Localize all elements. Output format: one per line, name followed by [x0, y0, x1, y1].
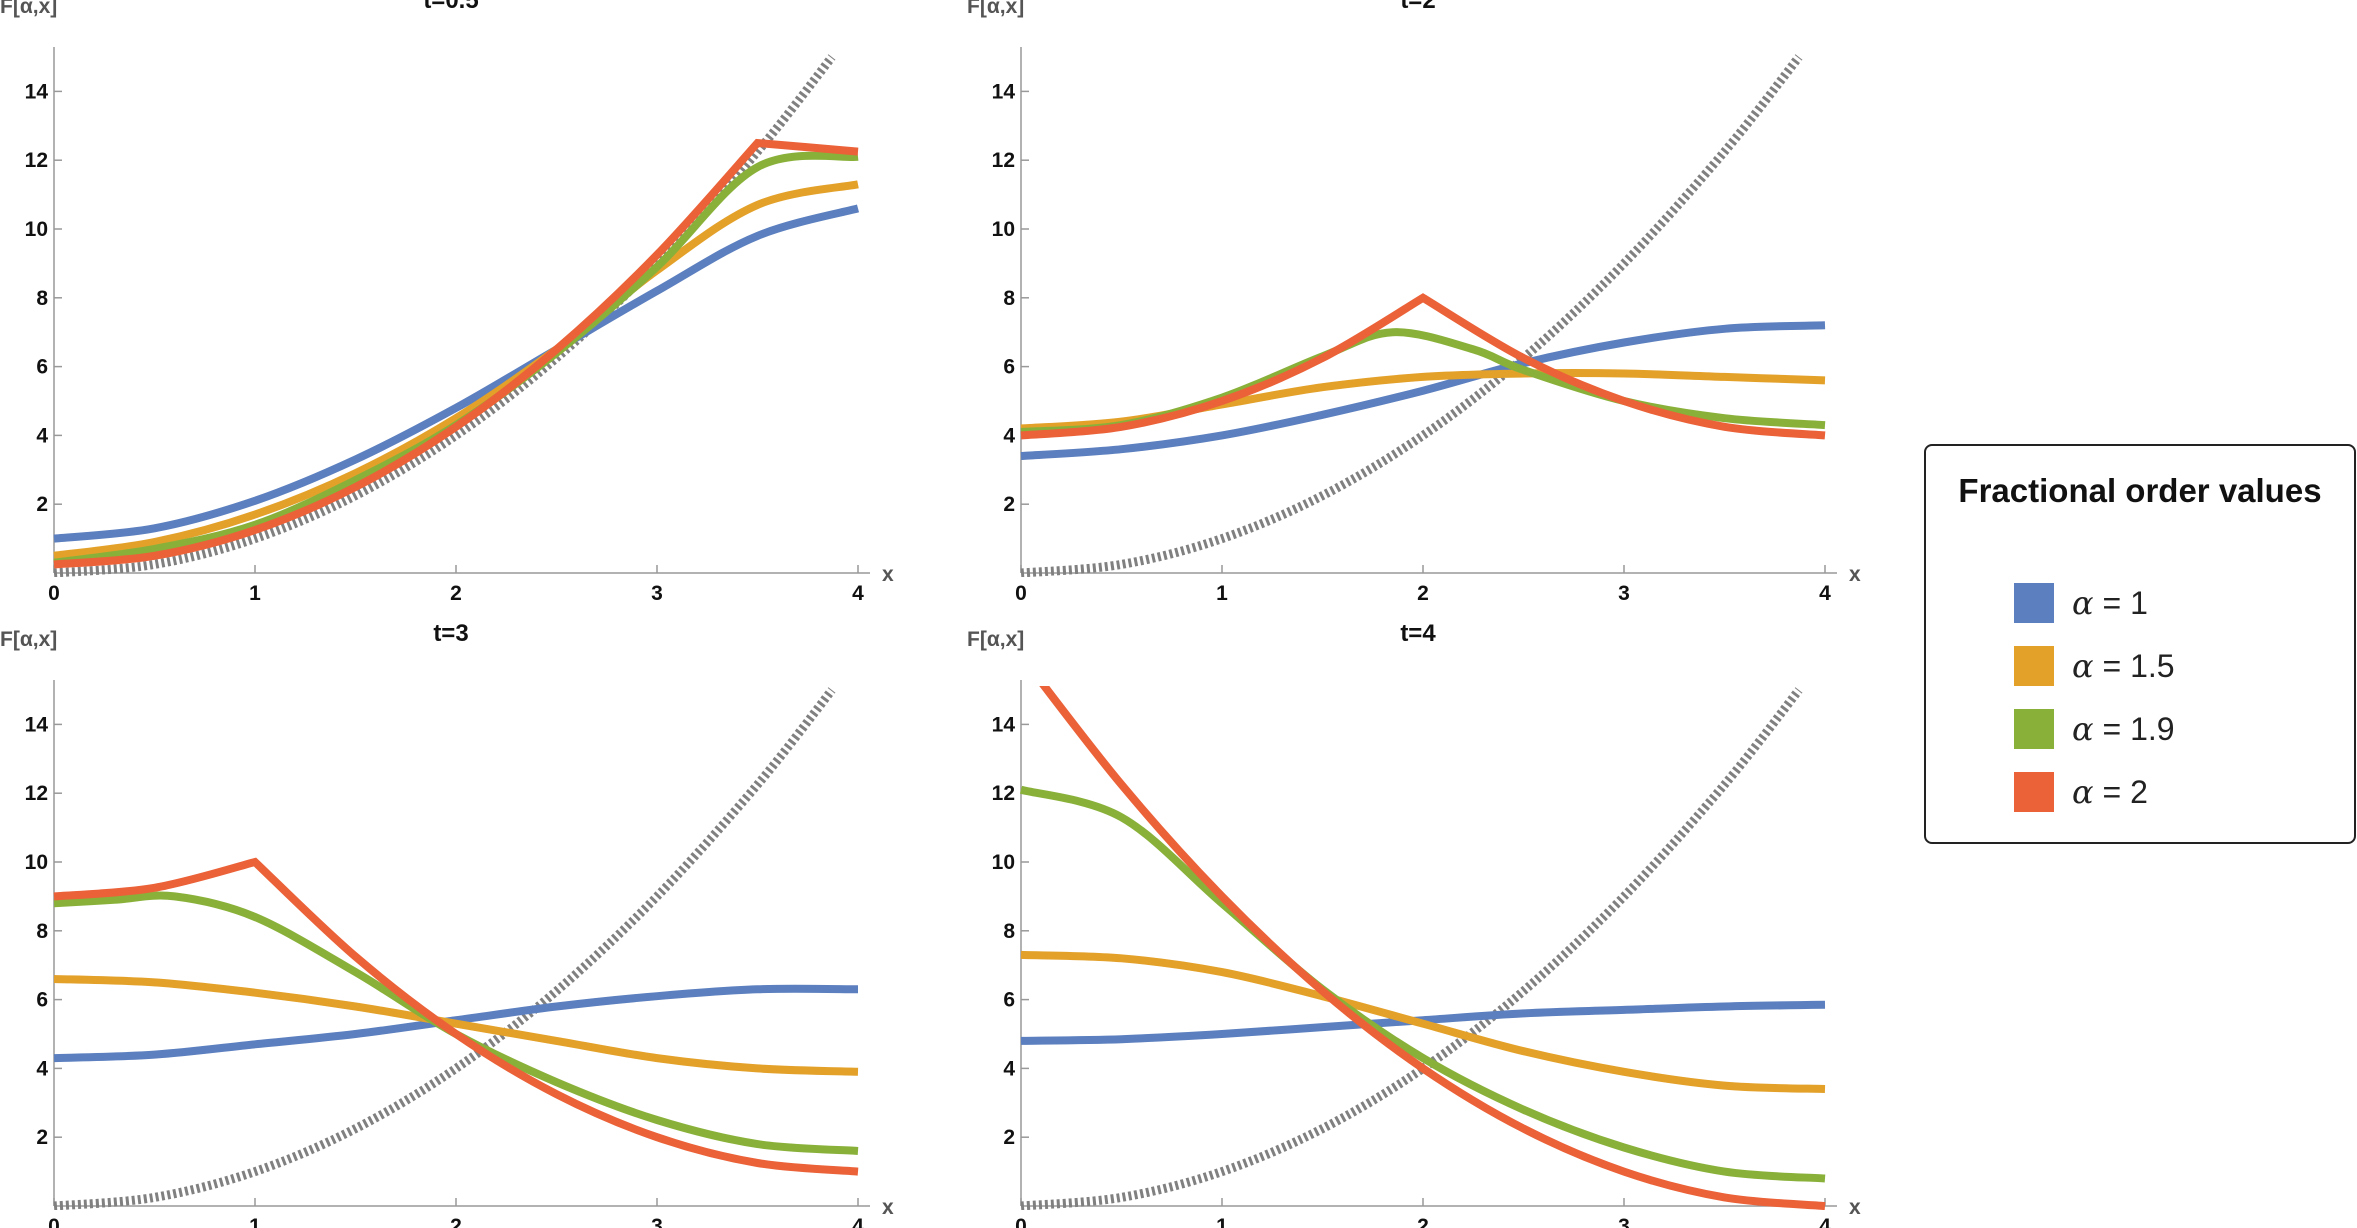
x-axis-label: x: [882, 1196, 894, 1219]
y-tick-label: 12: [25, 782, 48, 805]
legend-label: α = 1.5: [2072, 647, 2175, 685]
x-tick-label: 2: [450, 582, 462, 605]
legend-label: α = 1: [2072, 584, 2148, 622]
x-tick-label: 3: [1618, 1215, 1630, 1228]
x-tick-label: 3: [1618, 582, 1630, 605]
legend-entry-alpha-1: α = 1: [2014, 580, 2148, 626]
x-tick-label: 4: [1819, 1215, 1831, 1228]
y-tick-label: 4: [36, 1057, 48, 1080]
y-axis-label: F[α,x]: [967, 0, 1024, 18]
y-tick-label: 4: [1003, 1057, 1015, 1080]
x-tick-label: 4: [852, 1215, 864, 1228]
y-tick-label: 2: [1003, 1126, 1015, 1149]
x-tick-label: 0: [1015, 1215, 1027, 1228]
y-tick-label: 8: [1003, 920, 1015, 943]
legend-title: Fractional order values: [1958, 472, 2322, 509]
y-tick-label: 10: [992, 851, 1015, 874]
y-tick-label: 14: [25, 80, 49, 103]
series-line-alpha-1-9: [1020, 328, 1826, 436]
legend-swatch-alpha-1-5: [2014, 646, 2054, 686]
reference-curve: [1020, 54, 1803, 577]
legend-entry-alpha-1-9: α = 1.9: [2014, 706, 2175, 752]
x-axis-label: x: [1849, 1196, 1861, 1219]
y-tick-label: 12: [992, 149, 1015, 172]
y-tick-label: 2: [36, 493, 48, 516]
y-tick-label: 14: [25, 713, 49, 736]
panel-title: t=4: [1400, 620, 1436, 647]
y-tick-label: 4: [36, 424, 48, 447]
y-tick-label: 10: [992, 218, 1015, 241]
reference-curve: [53, 687, 836, 1210]
series-line-alpha-2: [1020, 293, 1826, 440]
y-tick-label: 8: [36, 920, 48, 943]
series-line-alpha-1-5: [1020, 950, 1826, 1093]
x-tick-label: 1: [1216, 1215, 1228, 1228]
legend: Fractional order values α = 1 α = 1.5 α …: [1924, 444, 2356, 844]
series-line-alpha-1-5: [53, 180, 859, 560]
series-line-alpha-1: [53, 204, 860, 543]
reference-curve: [1020, 687, 1803, 1210]
y-axis-label: F[α,x]: [0, 0, 57, 18]
panel-title: t=0.5: [423, 0, 478, 14]
legend-entry-alpha-2: α = 2: [2014, 769, 2148, 815]
x-tick-label: 0: [48, 1215, 60, 1228]
x-tick-label: 4: [852, 582, 864, 605]
y-tick-label: 8: [1003, 287, 1015, 310]
legend-label: α = 1.9: [2072, 710, 2175, 748]
y-tick-label: 12: [992, 782, 1015, 805]
y-tick-label: 8: [36, 287, 48, 310]
y-tick-label: 10: [25, 851, 48, 874]
legend-swatch-alpha-1-9: [2014, 709, 2054, 749]
series-line-alpha-1-9: [1019, 785, 1826, 1183]
legend-swatch-alpha-2: [2014, 772, 2054, 812]
x-tick-label: 2: [450, 1215, 462, 1228]
series-line-alpha-1-5: [53, 975, 859, 1076]
y-tick-label: 14: [992, 80, 1016, 103]
x-tick-label: 3: [651, 1215, 663, 1228]
series-line-alpha-1: [1020, 321, 1826, 460]
legend-entry-alpha-1-5: α = 1.5: [2014, 643, 2175, 689]
x-tick-label: 3: [651, 582, 663, 605]
series-line-alpha-2: [53, 857, 859, 1176]
legend-label: α = 2: [2072, 773, 2148, 811]
x-tick-label: 1: [1216, 582, 1228, 605]
series-line-alpha-2: [53, 138, 859, 569]
x-tick-label: 0: [1015, 582, 1027, 605]
y-tick-label: 2: [36, 1126, 48, 1149]
y-tick-label: 12: [25, 149, 48, 172]
x-tick-label: 0: [48, 582, 60, 605]
y-tick-label: 4: [1003, 424, 1015, 447]
y-tick-label: 2: [1003, 493, 1015, 516]
x-tick-label: 1: [249, 582, 261, 605]
x-tick-label: 2: [1417, 1215, 1429, 1228]
legend-swatch-alpha-1: [2014, 583, 2054, 623]
x-tick-label: 4: [1819, 582, 1831, 605]
y-tick-label: 14: [992, 713, 1016, 736]
panel-title: t=2: [1400, 0, 1435, 14]
y-tick-label: 6: [36, 356, 48, 379]
x-axis-label: x: [882, 563, 894, 586]
x-axis-label: x: [1849, 563, 1861, 586]
y-tick-label: 6: [1003, 989, 1015, 1012]
x-tick-label: 2: [1417, 582, 1429, 605]
y-axis-label: F[α,x]: [0, 628, 57, 651]
y-tick-label: 6: [36, 989, 48, 1012]
y-tick-label: 6: [1003, 356, 1015, 379]
x-tick-label: 1: [249, 1215, 261, 1228]
panel-title: t=3: [433, 620, 468, 647]
reference-curve: [53, 54, 836, 577]
series-line-alpha-2: [1039, 686, 1826, 1210]
y-axis-label: F[α,x]: [967, 628, 1024, 651]
y-tick-label: 10: [25, 218, 48, 241]
